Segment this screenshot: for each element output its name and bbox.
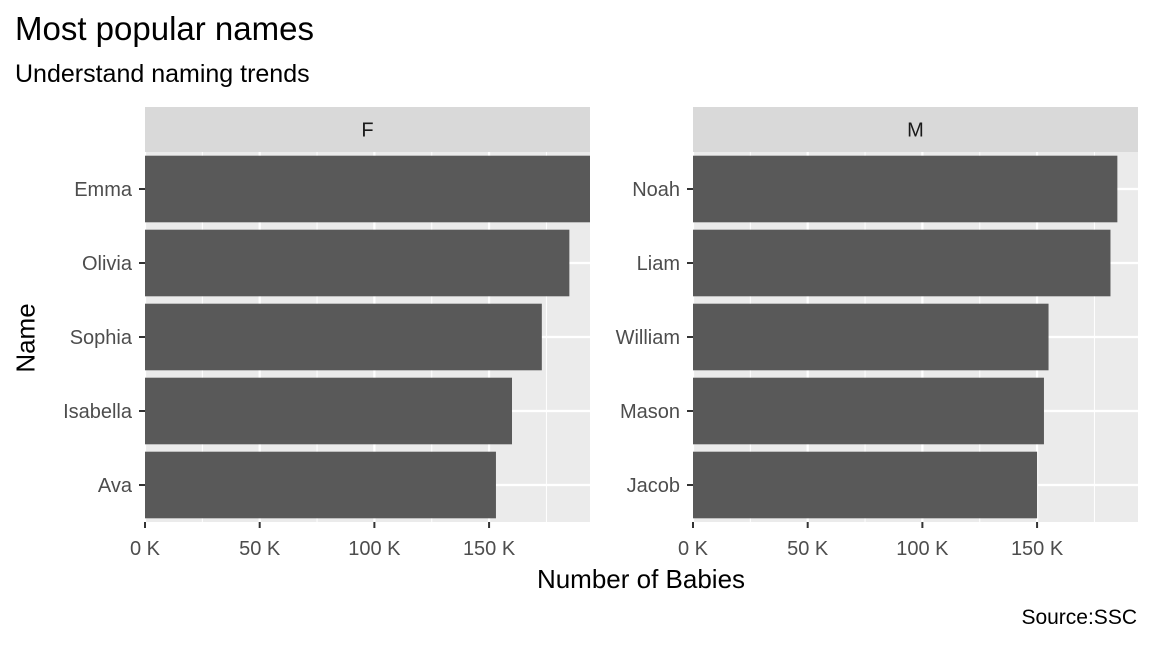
y-tick-label: Sophia — [70, 327, 133, 349]
bar — [693, 229, 1111, 297]
bar — [145, 377, 513, 445]
y-tick-label: Emma — [74, 179, 133, 201]
bar — [693, 303, 1049, 371]
facet-strip — [693, 107, 1138, 152]
x-tick-label: 100 K — [348, 538, 401, 560]
chart-title: Most popular names — [15, 10, 314, 47]
x-tick-label: 150 K — [463, 538, 516, 560]
y-tick-label: Liam — [637, 253, 680, 275]
x-axis-label: Number of Babies — [536, 564, 746, 594]
bar — [145, 451, 496, 519]
x-tick-label: 100 K — [896, 538, 949, 560]
bar — [145, 155, 590, 223]
facet-strip-label: M — [907, 120, 924, 142]
bar — [693, 155, 1118, 223]
chart-subtitle: Understand naming trends — [15, 60, 310, 88]
y-tick-label: Noah — [632, 179, 680, 201]
x-tick-label: 0 K — [130, 538, 161, 560]
bar — [145, 303, 542, 371]
y-tick-label: William — [616, 327, 680, 349]
x-tick-label: 150 K — [1011, 538, 1064, 560]
y-tick-label: Jacob — [627, 475, 680, 497]
y-tick-label: Ava — [98, 475, 133, 497]
x-tick-label: 0 K — [678, 538, 709, 560]
y-tick-label: Olivia — [82, 253, 133, 275]
facet-strip — [145, 107, 590, 152]
y-axis-label: Name — [10, 303, 41, 373]
facet-strip-label: F — [361, 120, 373, 142]
y-tick-label: Mason — [620, 401, 680, 423]
y-tick-label: Isabella — [63, 401, 133, 423]
bar — [145, 229, 570, 297]
bar — [693, 377, 1044, 445]
bar — [693, 451, 1038, 519]
chart-caption: Source:SSC — [1021, 606, 1137, 629]
x-tick-label: 50 K — [787, 538, 829, 560]
x-tick-label: 50 K — [239, 538, 281, 560]
